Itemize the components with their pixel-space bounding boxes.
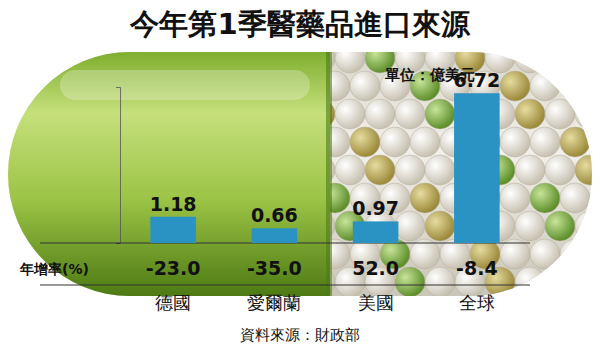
x-tick-label: 美國 [358, 292, 394, 313]
bar [454, 93, 500, 243]
bar [252, 228, 298, 243]
capsule-bead [410, 127, 440, 157]
capsule-bead [560, 71, 590, 101]
capsule-bead [425, 99, 455, 129]
capsule-right [8, 52, 592, 296]
capsule-bead [545, 52, 575, 73]
bar [150, 217, 196, 243]
capsule-bead [530, 183, 560, 213]
capsule-bead [515, 155, 545, 185]
capsule-bead [575, 211, 592, 241]
x-axis: 德國 愛爾蘭 美國 全球 [155, 290, 495, 313]
source: 資料來源：財政部 [240, 326, 360, 344]
x-tick: 美國 [358, 290, 394, 313]
capsule [8, 52, 592, 296]
capsule-bead [590, 127, 592, 157]
capsule-bead [590, 71, 592, 101]
capsule-bead [395, 155, 425, 185]
capsule-bead [560, 127, 590, 157]
capsule-bead [500, 71, 530, 101]
growth-value: -8.4 [456, 257, 498, 279]
data-labels: 1.18 0.66 0.97 6.72 [150, 69, 501, 226]
capsule-bead [335, 155, 365, 185]
chart-svg: 今年第1季醫藥品進口來源單位：億美元1.180.660.976.72年增率(%)… [0, 0, 600, 352]
data-label: 6.72 [453, 69, 500, 91]
growth-value: -23.0 [146, 257, 201, 279]
capsule-bead [575, 267, 592, 296]
x-tick: 愛爾蘭 [247, 290, 301, 313]
capsule-bead [530, 239, 560, 269]
data-label: 0.97 [352, 197, 399, 219]
growth-value: -35.0 [247, 257, 302, 279]
capsule-bead [545, 267, 575, 296]
capsule-bead [500, 183, 530, 213]
capsule-bead [410, 183, 440, 213]
growth-label: 年增率(%) [19, 261, 89, 277]
growth-value: 52.0 [352, 257, 399, 279]
capsule-highlight [60, 70, 310, 100]
capsule-bead [350, 71, 380, 101]
row-divider [40, 284, 530, 285]
x-tick: 全球 [459, 290, 495, 313]
chart-container: 今年第1季醫藥品進口來源單位：億美元1.180.660.976.72年增率(%)… [0, 0, 600, 352]
capsule-bead [545, 99, 575, 129]
capsule-bead [575, 155, 592, 185]
x-tick-label: 全球 [459, 292, 495, 313]
data-label: 1.18 [150, 193, 197, 215]
x-tick: 德國 [155, 290, 191, 313]
capsule-seam [326, 52, 332, 296]
capsule-bead [515, 267, 545, 296]
capsule-bead [380, 127, 410, 157]
title: 今年第1季醫藥品進口來源 [129, 7, 470, 41]
capsule-bead [515, 99, 545, 129]
capsule-bead [590, 183, 592, 213]
capsule-bead [575, 99, 592, 129]
capsule-bead [395, 267, 425, 296]
capsule-bead [560, 183, 590, 213]
capsule-bead [545, 155, 575, 185]
capsule-bead [395, 211, 425, 241]
y-axis-line [116, 88, 121, 244]
capsule-bead [530, 71, 560, 101]
capsule-bead [590, 239, 592, 269]
capsule-bead [500, 127, 530, 157]
x-tick-label: 德國 [155, 292, 191, 313]
capsule-bead [335, 52, 365, 73]
growth-row: 年增率(%) -23.0 -35.0 52.0 -8.4 [19, 257, 530, 285]
capsule-bead [515, 52, 545, 73]
capsule-left [8, 52, 330, 296]
bar [353, 221, 399, 243]
capsule-bead [350, 127, 380, 157]
capsule-bead [425, 155, 455, 185]
capsule-bead [365, 155, 395, 185]
capsule-bead [530, 127, 560, 157]
capsule-bead [515, 211, 545, 241]
capsule-bead [575, 52, 592, 73]
y-axis [116, 88, 121, 244]
bars [150, 93, 499, 243]
x-tick-label: 愛爾蘭 [247, 292, 301, 313]
capsule-bead [425, 267, 455, 296]
capsule-bead [395, 99, 425, 129]
capsule-bead [425, 211, 455, 241]
capsule-bead [365, 99, 395, 129]
capsule-bead [560, 239, 590, 269]
data-label: 0.66 [251, 204, 298, 226]
capsule-bead [545, 211, 575, 241]
capsule-bead [335, 99, 365, 129]
